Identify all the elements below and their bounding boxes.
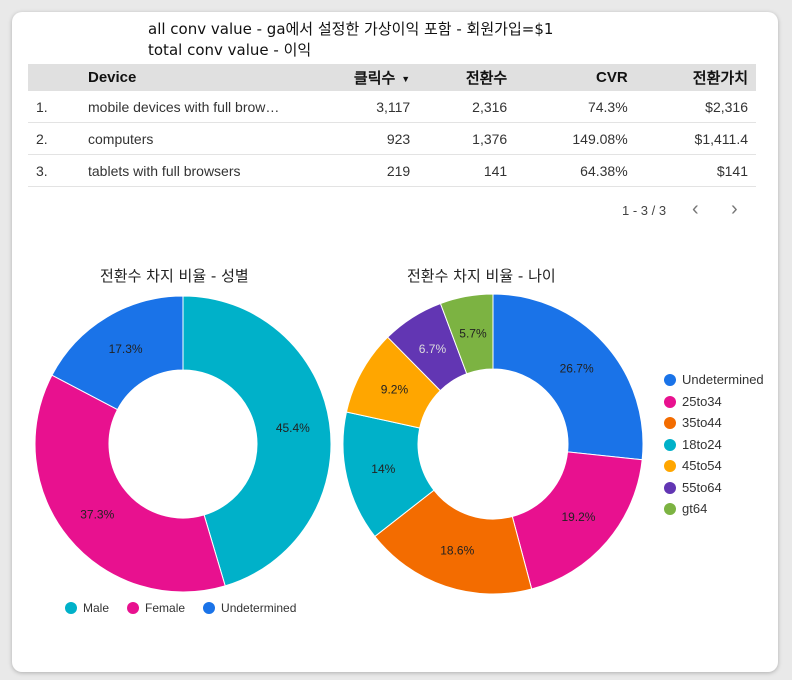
pie-slice-35to44[interactable] [374,489,533,595]
pie-slice-25to34[interactable] [511,451,643,590]
row-index: 2. [28,122,80,155]
legend-label: Male [83,601,110,615]
slice-label-55to64: 6.7% [419,342,447,356]
legend-label: Female [145,601,186,615]
legend-item-45to54[interactable]: 45to54 [664,458,764,480]
slice-label-25to34: 19.2% [561,510,595,524]
legend-item-undetermined[interactable]: Undetermined [203,601,296,615]
header-clicks[interactable]: 클릭수 ▼ [296,64,418,91]
table-header-row: Device 클릭수 ▼ 전환수 CVR 전환가치 [28,64,756,91]
legend-label: 25to34 [682,393,722,409]
age-legend: Undetermined 25to34 35to44 18to24 45to54 55to… [664,372,764,523]
gender-donut: 45.4% 37.3% 17.3% [34,295,332,593]
legend-label: 55to64 [682,479,722,495]
legend-item-25to34[interactable]: 25to34 [664,394,764,416]
legend-item-male[interactable]: Male [65,601,109,615]
chevron-left-icon[interactable]: ‹ [692,198,699,220]
table-row: 1. mobile devices with full browsers 3,1… [28,91,756,123]
pie-slice-male[interactable] [182,295,332,587]
header-cvr[interactable]: CVR [595,69,628,86]
pie-slice-gt64[interactable] [439,293,494,375]
row-clicks: 219 [296,154,419,187]
legend-swatch [664,395,676,408]
legend-item-undetermined[interactable]: Undetermined [664,372,764,394]
legend-label: 45to54 [682,458,722,473]
slice-label-18to24: 14% [371,462,395,476]
legend-swatch [65,602,77,614]
slice-label-45to54: 9.2% [381,383,409,397]
chevron-right-icon[interactable]: › [731,198,738,220]
legend-label: 18to24 [682,436,722,452]
row-conversions: 1,376 [418,122,516,155]
row-conversions: 2,316 [418,91,516,123]
header-conversions[interactable]: 전환수 [465,70,508,87]
row-device: computers [80,122,296,155]
slice-label-female: 37.3% [80,507,114,521]
slice-label-undetermined: 26.7% [560,362,594,376]
slice-label-male: 45.4% [276,421,310,435]
pagination-label: 1 - 3 / 3 [622,203,667,218]
table-row: 3. tablets with full browsers 219 141 64… [28,154,756,187]
row-device: tablets with full browsers [80,154,296,187]
legend-swatch [127,602,140,614]
legend-swatch [664,438,676,451]
row-index: 1. [28,91,80,123]
row-value: $1,411.4 [635,122,756,155]
legend-item-35to44[interactable]: 35to44 [664,415,764,437]
slice-label-35to44: 18.6% [440,544,474,558]
slice-label-gt64: 5.7% [459,326,487,340]
legend-swatch [664,417,676,429]
legend-item-gt64[interactable]: gt64 [664,501,764,523]
legend-label: 35to44 [682,415,722,430]
header-value[interactable]: 전환가치 [692,70,748,87]
note-line-1: all conv value - ga에서 설정한 가상이익 포함 - 회원가입… [148,20,554,38]
age-donut: 26.7% 19.2% 18.6% 14% 9.2% 6.7% 5.7% [342,293,644,595]
legend-label: gt64 [682,501,708,516]
age-chart-title: 전환수 차지 비율 - 나이 [407,267,556,285]
row-conversions: 141 [418,154,516,187]
legend-swatch [664,374,676,386]
row-clicks: 923 [296,122,419,155]
table-row: 2. computers 923 1,376 149.08% $1,411.4 [28,122,756,155]
device-table: Device 클릭수 ▼ 전환수 CVR 전환가치 1. mobile devic… [28,64,756,187]
row-cvr: 149.08% [515,122,636,155]
legend-swatch [664,460,676,472]
header-clicks-label: 클릭수 [353,70,396,87]
header-device[interactable]: Device [88,69,137,86]
gender-legend: Male Female Undetermined [65,601,314,615]
legend-label: Undetermined [682,372,764,387]
row-cvr: 64.38% [515,154,636,187]
row-cvr: 74.3% [515,91,636,123]
gender-chart-title: 전환수 차지 비율 - 성별 [100,267,249,285]
row-value: $141 [635,154,756,187]
pie-slice-undetermined[interactable] [492,293,644,461]
pie-slice-female[interactable] [34,374,226,593]
legend-item-female[interactable]: Female [127,601,185,615]
note-line-2: total conv value - 이익 [148,41,312,59]
row-device: mobile devices with full browsers [80,91,296,123]
legend-swatch [664,481,676,494]
slice-label-undetermined: 17.3% [109,342,143,356]
legend-label: Undetermined [221,601,297,615]
legend-item-18to24[interactable]: 18to24 [664,437,764,459]
row-value: $2,316 [635,91,756,123]
row-index: 3. [28,154,80,187]
pie-slice-undetermined[interactable] [51,295,184,411]
legend-item-55to64[interactable]: 55to64 [664,480,764,502]
sort-descending-icon: ▼ [401,74,411,85]
row-clicks: 3,117 [296,91,419,123]
legend-swatch [664,503,676,515]
legend-swatch [203,602,216,614]
